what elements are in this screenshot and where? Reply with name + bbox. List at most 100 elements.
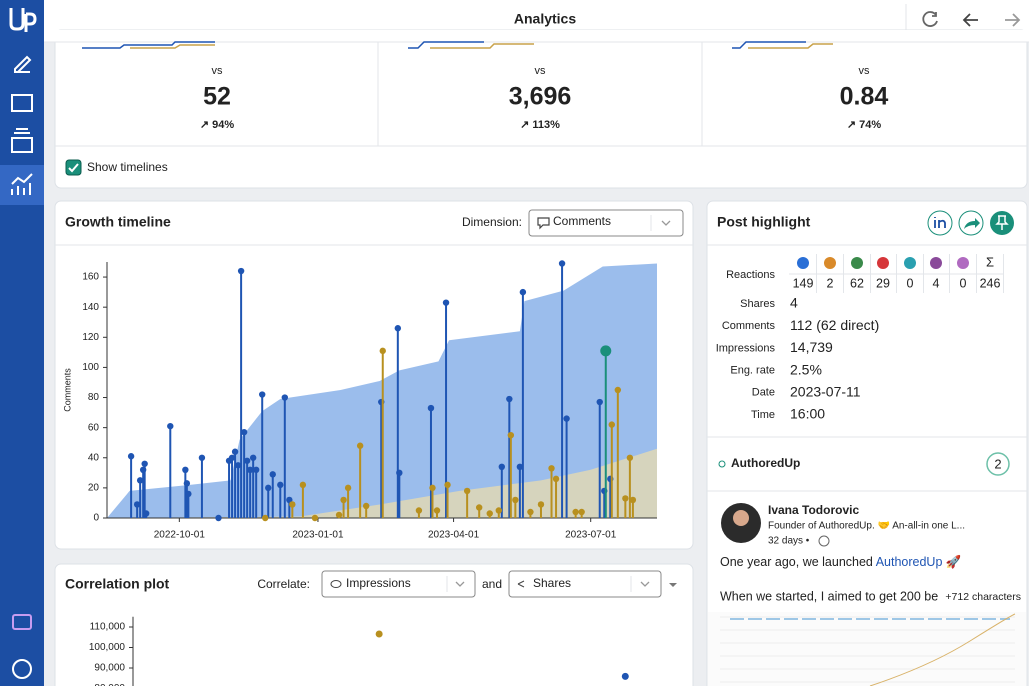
point <box>182 466 189 474</box>
stat-label: Impressions <box>716 342 776 354</box>
y-tick-label: 100,000 <box>89 642 126 653</box>
point <box>231 448 239 455</box>
reaction-count: 62 <box>850 276 864 290</box>
reaction-icon <box>877 257 889 269</box>
reactions-label: Reactions <box>726 269 775 281</box>
reaction-count: 246 <box>980 276 1001 290</box>
point <box>507 431 515 439</box>
y-tick-label: 100 <box>82 362 99 373</box>
sidebar <box>0 0 44 686</box>
nav-library[interactable] <box>11 128 33 153</box>
forward-button[interactable] <box>1005 13 1021 27</box>
post-mention[interactable]: AuthoredUp <box>876 555 943 569</box>
point <box>262 514 269 522</box>
nav-editor[interactable] <box>14 55 32 73</box>
mention-icon <box>718 460 726 468</box>
chevron <box>640 581 650 587</box>
point <box>621 672 629 680</box>
vs-label: vs <box>535 65 547 77</box>
avatar-face <box>733 510 749 526</box>
x-tick-label: 2022-10-01 <box>154 530 206 541</box>
chevron <box>455 581 465 587</box>
x-tick-label: 2023-07-01 <box>565 530 617 541</box>
vs-label: vs <box>212 65 224 77</box>
show-timelines-checkbox[interactable] <box>65 159 82 176</box>
linkedin-button[interactable] <box>927 210 953 236</box>
point <box>394 325 402 332</box>
metric-b-select[interactable] <box>508 570 662 598</box>
point <box>141 460 148 467</box>
more-characters[interactable]: +712 characters <box>945 591 1021 603</box>
nav-help[interactable] <box>12 614 32 630</box>
point <box>626 454 634 461</box>
point <box>527 508 534 516</box>
and-label: and <box>482 577 502 591</box>
post-text-part: 🚀 <box>946 554 962 569</box>
reaction-count: 0 <box>960 276 967 290</box>
point <box>136 477 144 484</box>
point <box>311 514 319 522</box>
y-tick-label: 40 <box>88 452 100 463</box>
point <box>548 465 555 472</box>
point <box>506 395 513 403</box>
reaction-count: 4 <box>933 276 940 290</box>
metric-change: ↗ 94% <box>200 119 235 131</box>
nav-posts[interactable] <box>11 94 33 112</box>
share-arrow <box>964 218 980 229</box>
metric-a[interactable]: Impressions <box>346 576 411 590</box>
show-timelines-label[interactable]: Show timelines <box>87 160 168 174</box>
logo[interactable] <box>9 8 37 32</box>
point <box>552 475 560 483</box>
post-highlight-panel <box>706 200 1028 686</box>
dimension-value[interactable]: Comments <box>553 214 611 228</box>
point <box>558 260 566 267</box>
point <box>185 490 192 498</box>
image-grid <box>720 616 1015 683</box>
pin-icon <box>995 215 1009 230</box>
reaction-count: 149 <box>793 276 814 290</box>
more-caret[interactable] <box>669 583 677 587</box>
total-symbol: Σ <box>986 254 994 269</box>
metric-b[interactable]: Shares <box>533 576 571 590</box>
x-tick-label: 2023-04-01 <box>428 530 480 541</box>
point <box>344 484 352 492</box>
point <box>498 463 505 470</box>
metric-a-select[interactable] <box>321 570 476 598</box>
author-name[interactable]: Ivana Todorovic <box>768 503 859 517</box>
point <box>475 504 483 511</box>
point <box>265 484 272 492</box>
point <box>486 510 493 517</box>
point <box>234 462 242 469</box>
point <box>252 466 260 474</box>
y-tick-label: 80,000 <box>94 683 125 686</box>
nav-analytics[interactable] <box>11 173 33 195</box>
back-button[interactable] <box>962 13 978 27</box>
nav-profile[interactable] <box>12 659 32 679</box>
pin-button[interactable] <box>990 211 1014 235</box>
reaction-count: 29 <box>876 276 890 290</box>
globe-icon <box>818 535 830 547</box>
point <box>277 481 284 489</box>
y-tick-label: 110,000 <box>90 622 126 633</box>
point <box>269 471 276 478</box>
point <box>463 487 471 495</box>
share-icon <box>517 580 525 588</box>
linkedin-icon <box>934 217 946 228</box>
dimension-label: Dimension: <box>462 215 522 229</box>
correlate-label: Correlate: <box>257 577 310 591</box>
post-stats: Shares 4 Comments 112 (62 direct) Impression… <box>716 295 880 422</box>
dimension-select[interactable] <box>528 209 684 237</box>
point <box>495 507 502 514</box>
reaction-icon <box>797 257 809 269</box>
point <box>537 501 545 508</box>
reaction-icon <box>851 257 863 269</box>
point <box>127 453 135 460</box>
stat-label: Shares <box>740 298 775 310</box>
account-name[interactable]: AuthoredUp <box>731 456 800 470</box>
correlation-chart: 80,000 90,000 100,000 110,000 <box>89 616 629 686</box>
y-tick-label: 60 <box>88 422 100 433</box>
refresh-button[interactable] <box>922 11 938 27</box>
point <box>237 267 245 275</box>
reaction-icon <box>930 257 942 269</box>
point <box>578 508 585 516</box>
